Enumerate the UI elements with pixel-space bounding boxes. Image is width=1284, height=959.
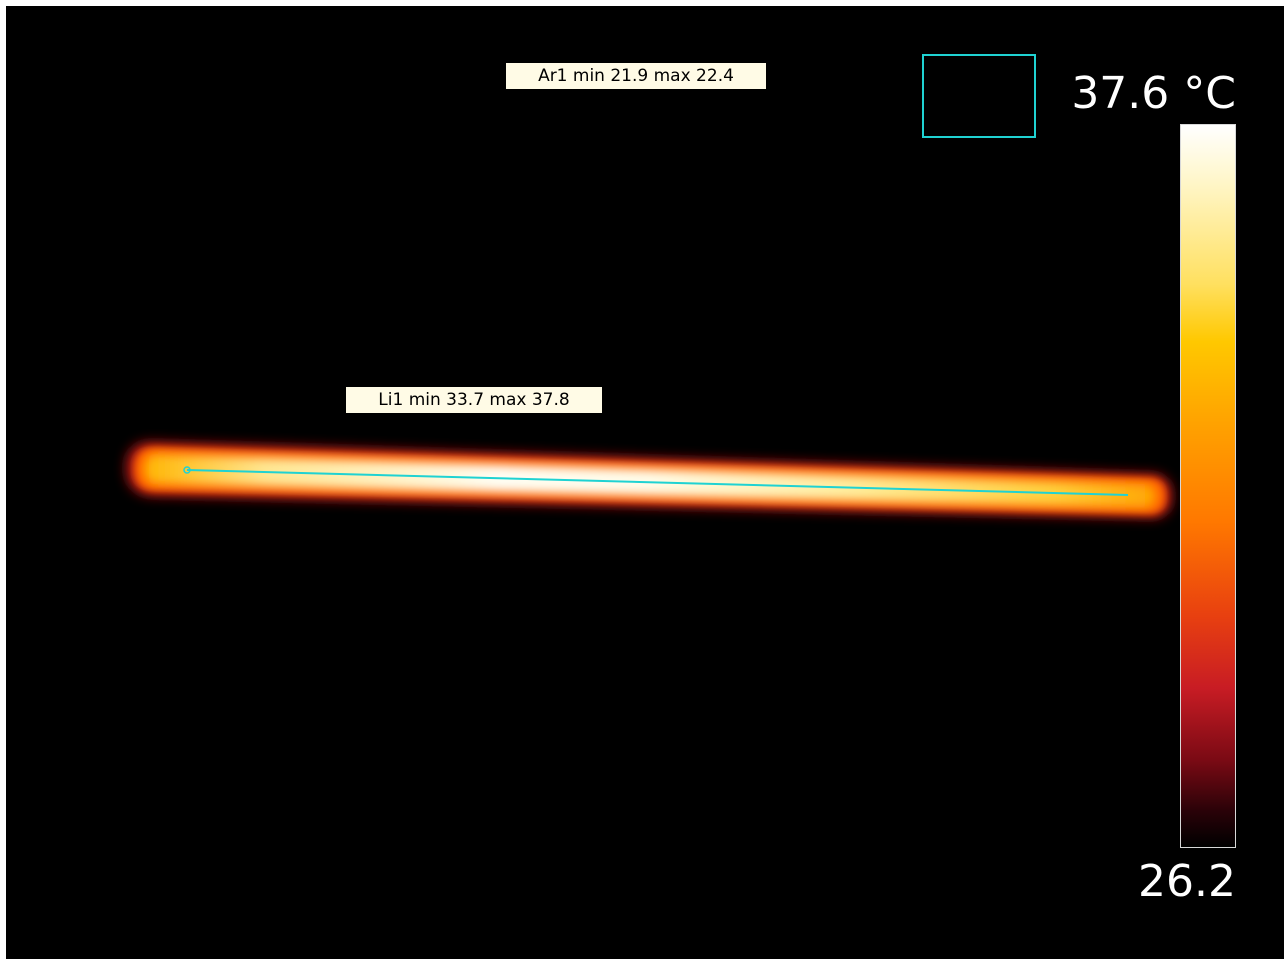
measurement-area-ar1[interactable] bbox=[922, 54, 1036, 138]
line-endpoint-handle[interactable] bbox=[183, 466, 191, 474]
thermal-image-frame: Ar1 min 21.9 max 22.4 Li1 min 33.7 max 3… bbox=[6, 6, 1284, 959]
scale-max-temperature: 37.6 °C bbox=[1071, 68, 1236, 119]
color-scale-bar bbox=[1180, 124, 1236, 848]
scale-min-temperature: 26.2 bbox=[1138, 856, 1236, 907]
heated-rod bbox=[126, 442, 1172, 518]
thermal-scene bbox=[126, 442, 1172, 518]
line-measurement-label: Li1 min 33.7 max 37.8 bbox=[346, 387, 602, 413]
measurement-line-li1[interactable] bbox=[183, 466, 1129, 496]
area-measurement-label: Ar1 min 21.9 max 22.4 bbox=[506, 63, 766, 89]
